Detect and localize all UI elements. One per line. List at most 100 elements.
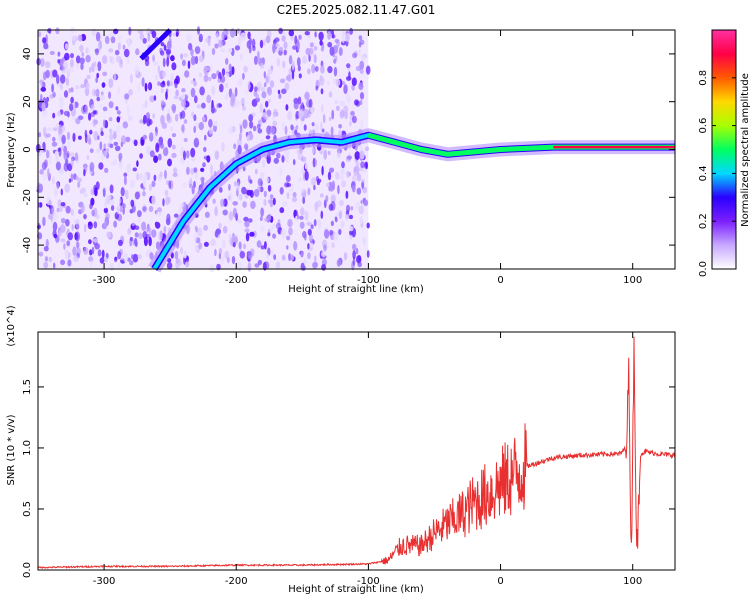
noise-speckle: [282, 60, 286, 69]
noise-speckle: [109, 199, 115, 206]
noise-speckle: [358, 205, 364, 215]
noise-speckle: [183, 119, 188, 124]
noise-speckle: [89, 129, 93, 135]
noise-speckle: [89, 148, 94, 153]
noise-speckle: [149, 119, 153, 125]
noise-speckle: [279, 207, 285, 214]
noise-speckle: [290, 124, 294, 131]
noise-speckle: [199, 86, 205, 96]
noise-speckle: [359, 99, 363, 106]
noise-speckle: [186, 34, 192, 42]
noise-speckle: [101, 82, 106, 88]
noise-speckle: [76, 247, 81, 255]
noise-speckle: [170, 73, 174, 83]
noise-speckle: [211, 48, 216, 56]
noise-speckle: [260, 224, 265, 233]
noise-speckle: [361, 180, 365, 190]
noise-speckle: [287, 111, 292, 121]
noise-speckle: [259, 216, 263, 221]
noise-speckle: [293, 100, 299, 110]
noise-speckle: [72, 246, 77, 256]
noise-speckle: [308, 98, 313, 109]
noise-speckle: [88, 221, 92, 226]
noise-speckle: [291, 70, 295, 80]
noise-speckle: [198, 72, 203, 78]
noise-speckle: [151, 180, 156, 188]
noise-speckle: [67, 141, 71, 149]
noise-speckle: [141, 77, 145, 87]
noise-speckle: [134, 237, 138, 246]
noise-speckle: [346, 63, 351, 69]
noise-speckle: [153, 135, 157, 144]
y-tick-label: 0: [22, 146, 33, 152]
noise-speckle: [88, 256, 94, 262]
noise-speckle: [208, 118, 213, 128]
noise-speckle: [134, 65, 139, 76]
noise-speckle: [303, 124, 307, 131]
noise-speckle: [129, 260, 134, 266]
noise-speckle: [321, 128, 325, 133]
noise-speckle: [36, 57, 41, 66]
noise-speckle: [226, 72, 230, 79]
noise-speckle: [142, 191, 146, 197]
noise-speckle: [68, 88, 71, 93]
noise-speckle: [177, 261, 183, 267]
noise-speckle: [42, 71, 47, 81]
signal-trace: [139, 28, 675, 273]
noise-speckle: [167, 138, 173, 148]
noise-speckle: [41, 102, 46, 112]
noise-speckle: [46, 133, 51, 138]
noise-speckle: [97, 249, 102, 257]
noise-speckle: [172, 172, 178, 177]
noise-speckle: [163, 44, 167, 51]
noise-speckle: [225, 82, 229, 88]
noise-speckle: [117, 85, 121, 95]
noise-speckle: [89, 162, 95, 172]
noise-speckle: [357, 254, 362, 262]
noise-speckle: [314, 31, 317, 38]
noise-speckle: [321, 251, 327, 258]
noise-speckle: [129, 209, 134, 214]
noise-speckle: [51, 141, 58, 147]
noise-speckle: [279, 78, 286, 84]
noise-speckle: [160, 99, 165, 106]
noise-speckle: [250, 200, 256, 210]
noise-speckle: [332, 78, 337, 84]
snr-plot-area: [38, 332, 675, 570]
noise-speckle: [83, 247, 89, 255]
noise-speckle: [350, 206, 354, 211]
y-tick-label: 20: [22, 95, 33, 108]
noise-speckle: [166, 115, 172, 124]
noise-speckle: [220, 48, 226, 53]
noise-speckle: [198, 122, 204, 131]
noise-speckle: [117, 133, 121, 143]
y-tick-label: 1.5: [22, 379, 33, 395]
noise-speckle: [203, 74, 209, 83]
noise-speckle: [58, 136, 62, 143]
noise-speckle: [272, 197, 276, 206]
noise-speckle: [41, 161, 47, 171]
noise-speckle: [242, 72, 245, 80]
noise-speckle: [142, 37, 147, 44]
noise-speckle: [239, 124, 243, 134]
noise-speckle: [175, 75, 180, 85]
noise-speckle: [103, 150, 108, 157]
noise-speckle: [352, 52, 358, 59]
noise-speckle: [118, 34, 122, 41]
noise-speckle: [314, 66, 319, 72]
noise-speckle: [359, 92, 365, 100]
noise-speckle: [263, 190, 267, 198]
noise-speckle: [314, 255, 317, 263]
noise-speckle: [79, 57, 85, 65]
noise-speckle: [77, 34, 83, 42]
noise-speckle: [64, 250, 69, 260]
noise-speckle: [313, 219, 317, 227]
noise-speckle: [70, 87, 74, 93]
noise-speckle: [355, 65, 361, 72]
noise-speckle: [223, 28, 228, 38]
noise-speckle: [237, 78, 243, 87]
noise-speckle: [57, 111, 61, 117]
noise-speckle: [42, 37, 47, 44]
noise-speckle: [239, 251, 246, 259]
noise-speckle: [363, 199, 369, 207]
